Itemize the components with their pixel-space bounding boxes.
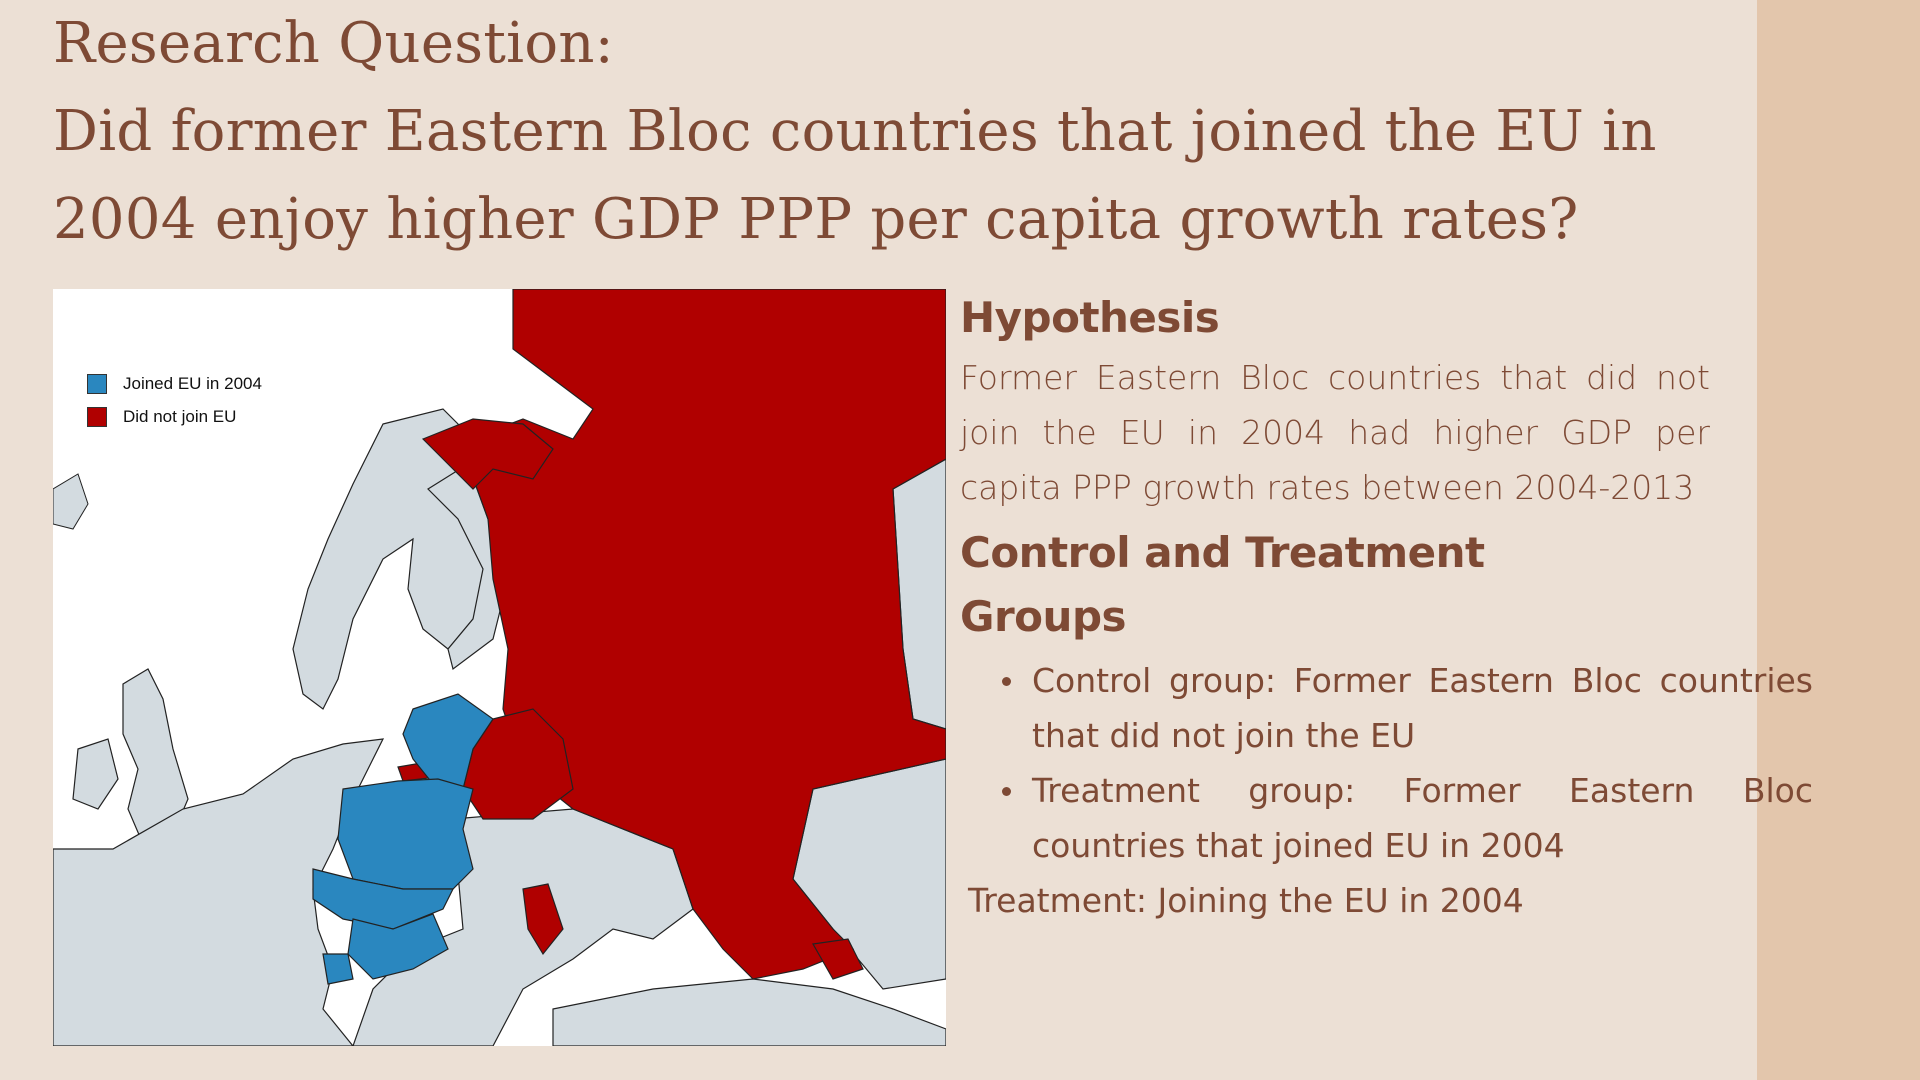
kola-region bbox=[421, 418, 554, 490]
groups-list: Control group: Former Eastern Bloc count… bbox=[960, 653, 1813, 873]
legend-item-not-joined: Did not join EU bbox=[87, 400, 262, 433]
turkey-landmass bbox=[552, 978, 946, 1046]
map-legend: Joined EU in 2004 Did not join EU bbox=[87, 367, 262, 433]
legend-label-joined: Joined EU in 2004 bbox=[123, 373, 262, 393]
title-line-3: 2004 enjoy higher GDP PPP per capita gro… bbox=[53, 187, 1579, 252]
hypothesis-text: Former Eastern Bloc countries that did n… bbox=[960, 358, 1710, 507]
moldova-region bbox=[522, 883, 564, 956]
legend-item-joined: Joined EU in 2004 bbox=[87, 367, 262, 400]
hungary-region bbox=[347, 913, 449, 980]
legend-swatch-red bbox=[87, 406, 107, 427]
slovenia-region bbox=[322, 953, 354, 985]
caucasus-region bbox=[812, 938, 864, 980]
map-graphic bbox=[53, 289, 946, 1046]
russia-region bbox=[467, 289, 946, 980]
legend-label-not-joined: Did not join EU bbox=[123, 406, 237, 426]
list-item-control: Control group: Former Eastern Bloc count… bbox=[960, 653, 1813, 763]
groups-heading-line1: Control and Treatment bbox=[960, 528, 1485, 577]
poland-region bbox=[337, 778, 474, 890]
europe-map: Joined EU in 2004 Did not join EU bbox=[53, 289, 946, 1046]
iceland-landmass bbox=[53, 473, 89, 530]
research-question-title: Research Question: Did former Eastern Bl… bbox=[53, 0, 1713, 264]
legend-swatch-blue bbox=[87, 373, 107, 394]
treatment-text: Treatment: Joining the EU in 2004 bbox=[968, 881, 1524, 920]
content-column: Hypothesis Former Eastern Bloc countries… bbox=[960, 286, 1813, 928]
groups-heading-line2: Groups bbox=[960, 592, 1127, 641]
hypothesis-heading: Hypothesis bbox=[960, 293, 1220, 342]
czech-slovakia-region bbox=[312, 868, 454, 930]
list-item-treatment: Treatment group: Former Eastern Bloc cou… bbox=[960, 763, 1813, 873]
title-line-2: Did former Eastern Bloc countries that j… bbox=[53, 99, 1657, 164]
title-line-1: Research Question: bbox=[53, 11, 614, 76]
ireland-landmass bbox=[72, 738, 119, 810]
side-accent-band bbox=[1757, 0, 1920, 1080]
